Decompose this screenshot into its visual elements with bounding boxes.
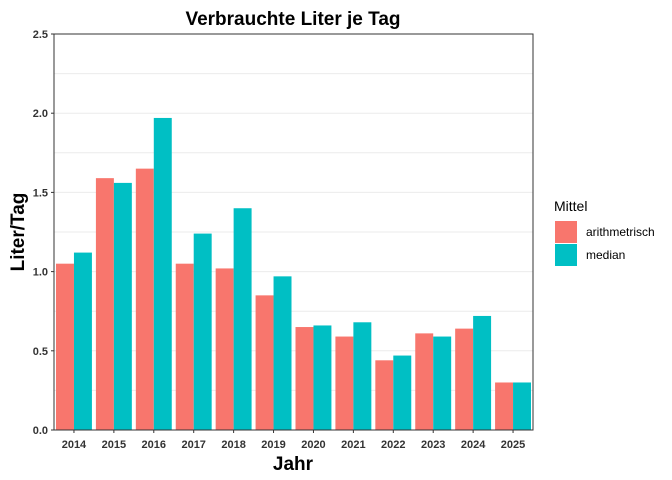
bar-arithmetrisch-2020	[295, 327, 314, 430]
bar-median-2024	[473, 315, 492, 430]
x-tick-label: 2025	[501, 439, 525, 451]
x-tick-label: 2019	[261, 439, 285, 451]
x-tick-label: 2018	[221, 439, 245, 451]
y-tick-label: 0.0	[33, 425, 48, 437]
bar-median-2025	[513, 382, 532, 430]
bar-median-2022	[393, 355, 412, 430]
bar-median-2023	[433, 336, 452, 430]
legend-swatch-median	[555, 244, 577, 266]
x-axis: 2014 2015 2016 2017 2018 2019 2020 2021 2022 2023…	[62, 430, 525, 451]
y-axis: 0.0 0.5 1.0 1.5 2.0 2.5	[33, 29, 54, 437]
bar-arithmetrisch-2019	[255, 295, 274, 430]
x-tick-label: 2024	[461, 439, 486, 451]
bar-median-2018	[233, 208, 252, 430]
x-tick-label: 2021	[341, 439, 365, 451]
legend-label-arithmetrisch: arithmetrisch	[586, 225, 655, 239]
bar-median-2015	[113, 182, 132, 430]
bar-arithmetrisch-2025	[495, 382, 514, 430]
y-tick-label: 0.5	[33, 346, 48, 358]
y-tick-label: 2.5	[33, 29, 48, 41]
x-tick-label: 2016	[142, 439, 166, 451]
bar-arithmetrisch-2018	[215, 268, 234, 430]
bar-median-2021	[353, 322, 372, 430]
bar-arithmetrisch-2022	[375, 360, 394, 430]
bar-median-2014	[73, 252, 92, 430]
bar-arithmetrisch-2016	[135, 168, 154, 430]
bar-median-2017	[193, 233, 212, 430]
legend-label-median: median	[586, 248, 625, 262]
bar-median-2019	[273, 276, 292, 430]
bar-arithmetrisch-2015	[95, 178, 114, 430]
y-axis-title: Liter/Tag	[8, 193, 29, 272]
bar-arithmetrisch-2023	[415, 333, 434, 430]
x-tick-label: 2015	[102, 439, 126, 451]
bars	[55, 117, 532, 431]
x-tick-label: 2020	[301, 439, 325, 451]
x-tick-label: 2017	[181, 439, 205, 451]
x-tick-label: 2014	[62, 439, 87, 451]
bar-median-2016	[153, 117, 172, 431]
bar-arithmetrisch-2024	[455, 328, 474, 430]
legend-title: Mittel	[554, 198, 587, 214]
y-tick-label: 1.0	[33, 267, 48, 279]
y-tick-label: 1.5	[33, 187, 48, 199]
bar-arithmetrisch-2017	[175, 263, 194, 430]
x-axis-title: Jahr	[273, 454, 314, 475]
x-tick-label: 2023	[421, 439, 445, 451]
bar-median-2020	[313, 325, 332, 430]
y-tick-label: 2.0	[33, 108, 48, 120]
bar-arithmetrisch-2014	[55, 263, 74, 430]
x-tick-label: 2022	[381, 439, 405, 451]
legend-swatch-arithmetrisch	[555, 221, 577, 243]
legend: Mittel arithmetrisch median	[554, 198, 655, 266]
bar-arithmetrisch-2021	[335, 336, 354, 430]
plot-border	[53, 33, 534, 431]
chart-title: Verbrauchte Liter je Tag	[185, 9, 400, 30]
